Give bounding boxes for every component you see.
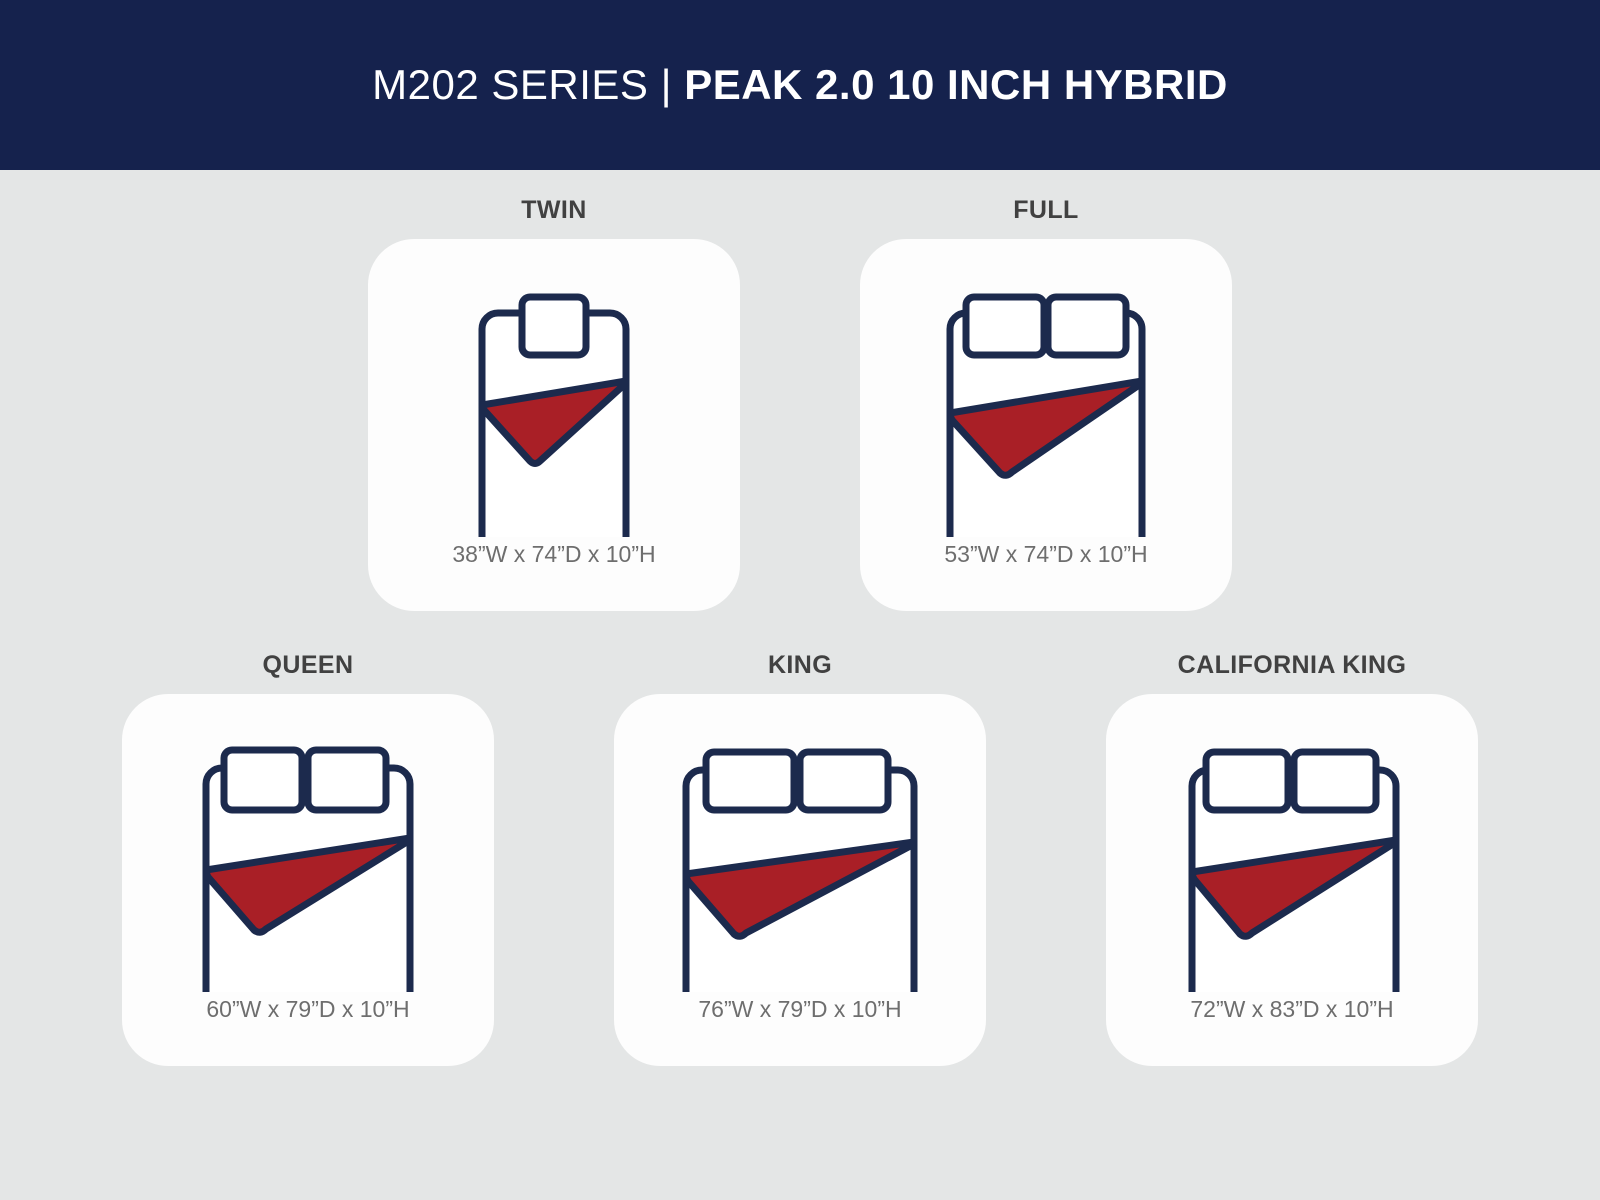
size-card-twin[interactable]: 38”W x 74”D x 10”H (368, 239, 740, 611)
size-cell-california-king[interactable]: CALIFORNIA KING 72”W x 83”D x 10”H (1106, 653, 1478, 1066)
size-card-full[interactable]: 53”W x 74”D x 10”H (860, 239, 1232, 611)
size-row-one: TWIN 38”W x 74”D x 10”H FULL (0, 170, 1600, 611)
size-heading-california-king: CALIFORNIA KING (1177, 651, 1407, 679)
bed-california-king-icon (1188, 748, 1400, 992)
size-cell-full[interactable]: FULL 53”W x 74”D x 10”H (860, 198, 1232, 611)
size-cell-king[interactable]: KING 76”W x 79”D x 10”H (614, 653, 986, 1066)
size-cell-queen[interactable]: QUEEN 60”W x 79”D x 10”H (122, 653, 494, 1066)
size-dimensions-king: 76”W x 79”D x 10”H (698, 996, 902, 1022)
size-cell-twin[interactable]: TWIN 38”W x 74”D x 10”H (368, 198, 740, 611)
size-heading-king: KING (767, 651, 833, 679)
size-dimensions-queen: 60”W x 79”D x 10”H (206, 996, 410, 1022)
size-card-king[interactable]: 76”W x 79”D x 10”H (614, 694, 986, 1066)
size-dimensions-twin: 38”W x 74”D x 10”H (452, 541, 656, 567)
size-heading-queen: QUEEN (262, 651, 354, 679)
mattress-size-grid: TWIN 38”W x 74”D x 10”H FULL (0, 170, 1600, 1200)
header-banner: M202 SERIES | PEAK 2.0 10 INCH HYBRID (0, 0, 1600, 170)
size-card-queen[interactable]: 60”W x 79”D x 10”H (122, 694, 494, 1066)
size-heading-full: FULL (1013, 196, 1079, 224)
page-title-series: M202 SERIES | (372, 61, 685, 108)
size-heading-twin: TWIN (521, 196, 587, 224)
size-row-two: QUEEN 60”W x 79”D x 10”H KING (0, 611, 1600, 1066)
bed-queen-icon (202, 746, 414, 992)
size-dimensions-full: 53”W x 74”D x 10”H (944, 541, 1148, 567)
size-card-california-king[interactable]: 72”W x 83”D x 10”H (1106, 694, 1478, 1066)
bed-full-icon (946, 293, 1146, 537)
size-dimensions-california-king: 72”W x 83”D x 10”H (1190, 996, 1394, 1022)
page-title-model: PEAK 2.0 10 INCH HYBRID (684, 61, 1228, 108)
bed-twin-icon (478, 293, 630, 537)
page-title: M202 SERIES | PEAK 2.0 10 INCH HYBRID (372, 64, 1228, 106)
bed-king-icon (682, 748, 918, 992)
